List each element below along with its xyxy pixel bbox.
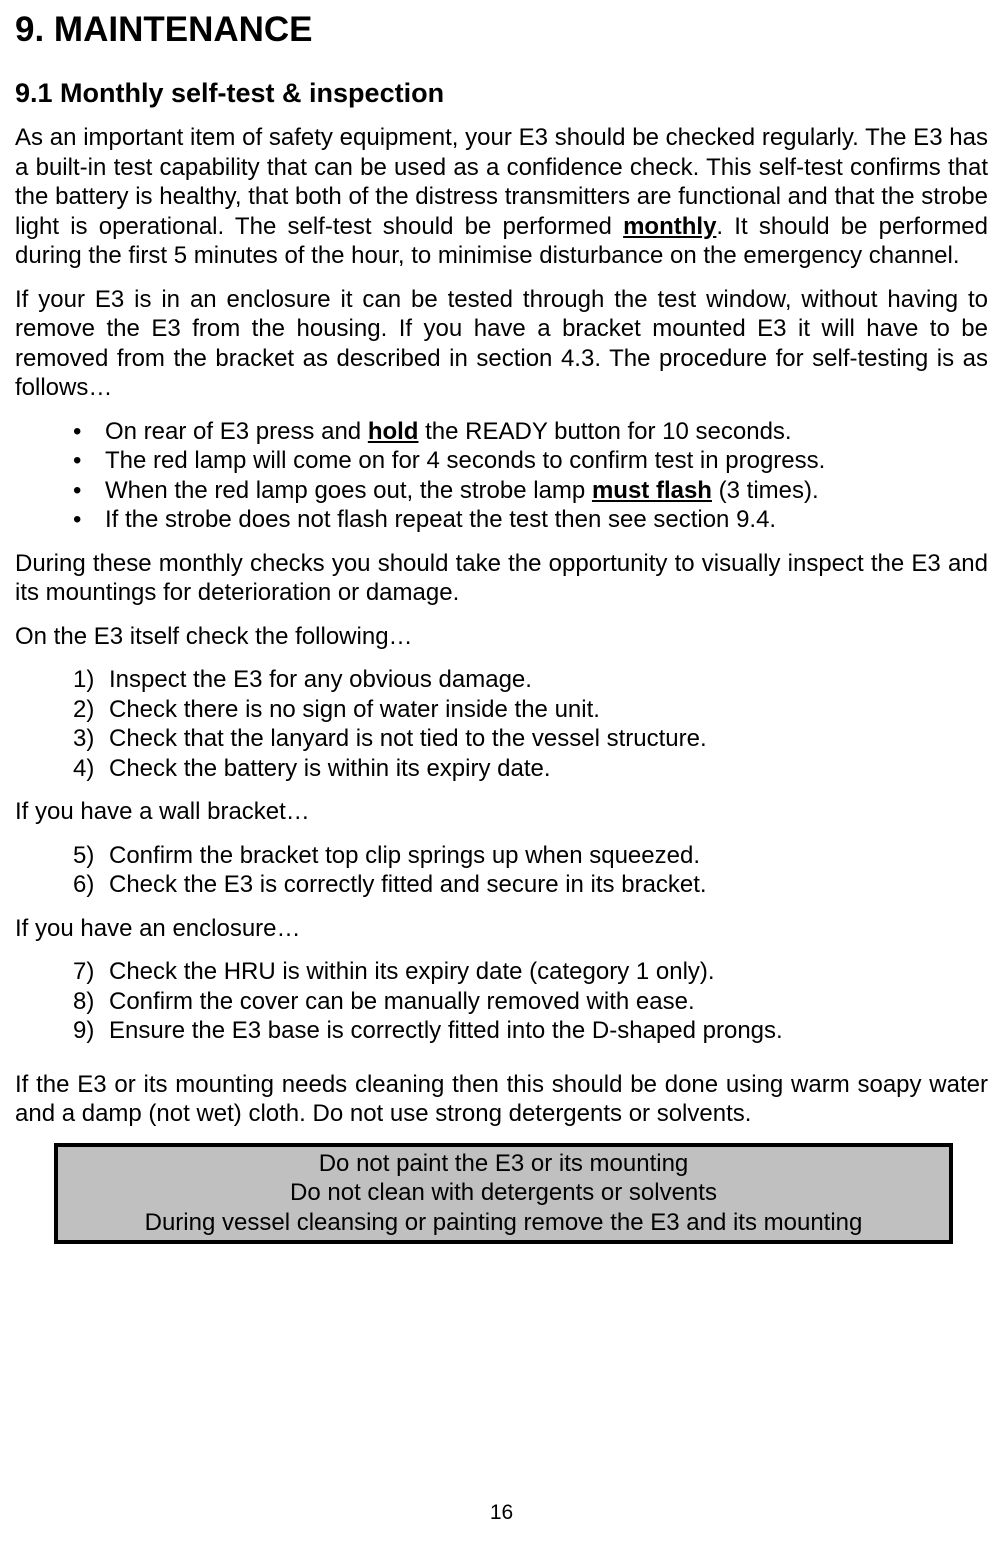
- numbered-item-1: 1) Inspect the E3 for any obvious damage.: [73, 665, 988, 695]
- b3-post: (3 times).: [712, 477, 819, 504]
- b1-post: the READY button for 10 seconds.: [418, 418, 791, 445]
- numbered-list-bracket-checks: 5) Confirm the bracket top clip springs u…: [73, 841, 988, 900]
- warning-box: Do not paint the E3 or its mounting Do n…: [54, 1143, 953, 1244]
- numbered-list-enclosure-checks: 7) Check the HRU is within its expiry dat…: [73, 957, 988, 1046]
- paragraph-check-following: On the E3 itself check the following…: [15, 622, 988, 652]
- b3-bold-mustflash: must flash: [592, 477, 712, 504]
- paragraph-cleaning: If the E3 or its mounting needs cleaning…: [15, 1070, 988, 1129]
- num-1-text: Inspect the E3 for any obvious damage.: [109, 666, 532, 693]
- numbered-item-3: 3) Check that the lanyard is not tied to …: [73, 724, 988, 754]
- numbered-item-7: 7) Check the HRU is within its expiry dat…: [73, 957, 988, 987]
- paragraph-intro: As an important item of safety equipment…: [15, 123, 988, 271]
- warning-line-1: Do not paint the E3 or its mounting: [58, 1149, 949, 1179]
- numbered-list-e3-checks: 1) Inspect the E3 for any obvious damage.…: [73, 665, 988, 783]
- num-8: 8): [73, 987, 94, 1017]
- b1-pre: On rear of E3 press and: [105, 418, 368, 445]
- num-6: 6): [73, 870, 94, 900]
- page-number: 16: [0, 1501, 1003, 1525]
- numbered-item-2: 2) Check there is no sign of water inside…: [73, 695, 988, 725]
- num-1: 1): [73, 665, 94, 695]
- warning-line-3: During vessel cleansing or painting remo…: [58, 1208, 949, 1238]
- num-4-text: Check the battery is within its expiry d…: [109, 755, 551, 782]
- sub-heading: 9.1 Monthly self-test & inspection: [15, 78, 988, 109]
- p1-bold-monthly: monthly: [623, 213, 716, 240]
- bullet-item-4: If the strobe does not flash repeat the …: [73, 505, 988, 535]
- num-5: 5): [73, 841, 94, 871]
- paragraph-enclosure: If your E3 is in an enclosure it can be …: [15, 285, 988, 403]
- bullet-item-2: The red lamp will come on for 4 seconds …: [73, 446, 988, 476]
- numbered-item-5: 5) Confirm the bracket top clip springs u…: [73, 841, 988, 871]
- warning-line-2: Do not clean with detergents or solvents: [58, 1178, 949, 1208]
- bullet-item-3: When the red lamp goes out, the strobe l…: [73, 476, 988, 506]
- num-8-text: Confirm the cover can be manually remove…: [109, 988, 695, 1015]
- b1-bold-hold: hold: [368, 418, 419, 445]
- num-7-text: Check the HRU is within its expiry date …: [109, 958, 715, 985]
- num-3-text: Check that the lanyard is not tied to th…: [109, 725, 707, 752]
- numbered-item-4: 4) Check the battery is within its expiry…: [73, 754, 988, 784]
- numbered-item-8: 8) Confirm the cover can be manually remo…: [73, 987, 988, 1017]
- bullet-item-1: On rear of E3 press and hold the READY b…: [73, 417, 988, 447]
- paragraph-enclosure-check: If you have an enclosure…: [15, 914, 988, 944]
- paragraph-wall-bracket: If you have a wall bracket…: [15, 797, 988, 827]
- bullet-list-selftest: On rear of E3 press and hold the READY b…: [73, 417, 988, 535]
- numbered-item-9: 9) Ensure the E3 base is correctly fitted…: [73, 1016, 988, 1046]
- num-6-text: Check the E3 is correctly fitted and sec…: [109, 871, 707, 898]
- num-9-text: Ensure the E3 base is correctly fitted i…: [109, 1017, 783, 1044]
- num-9: 9): [73, 1016, 94, 1046]
- num-5-text: Confirm the bracket top clip springs up …: [109, 842, 700, 869]
- num-2: 2): [73, 695, 94, 725]
- main-heading: 9. MAINTENANCE: [15, 10, 988, 50]
- b3-pre: When the red lamp goes out, the strobe l…: [105, 477, 592, 504]
- paragraph-monthly-checks: During these monthly checks you should t…: [15, 549, 988, 608]
- num-3: 3): [73, 724, 94, 754]
- numbered-item-6: 6) Check the E3 is correctly fitted and s…: [73, 870, 988, 900]
- num-4: 4): [73, 754, 94, 784]
- num-2-text: Check there is no sign of water inside t…: [109, 696, 600, 723]
- num-7: 7): [73, 957, 94, 987]
